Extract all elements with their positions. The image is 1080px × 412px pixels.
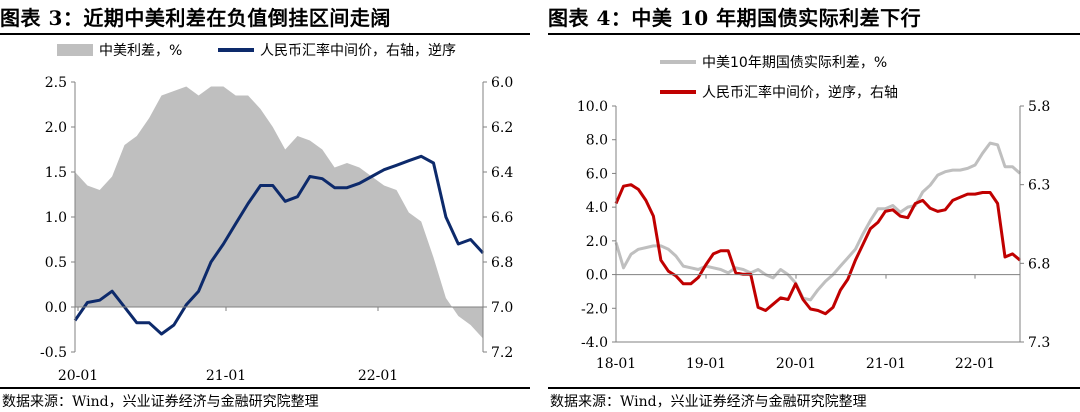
legend-label: 中美10年期国债实际利差，% (702, 55, 887, 71)
x-tick-label: 19-01 (686, 356, 726, 372)
legend-label: 人民币汇率中间价，逆序，右轴 (702, 84, 898, 101)
right-tick-label: 6.3 (1028, 178, 1050, 194)
chart-source: 数据来源：Wind，兴业证券经济与金融研究院整理 (550, 394, 867, 410)
x-tick-label: 22-01 (955, 356, 995, 372)
chart-left-svg: 2.5 2.0 1.5 1.0 0.5 0.0 -0.5 6.0 6.2 6.4 6.6 6.8 7.0… (40, 42, 513, 384)
legend-label: 中美利差，% (99, 43, 182, 59)
left-tick-label: 0.0 (586, 268, 608, 284)
left-tick-label: 8.0 (586, 133, 608, 149)
title-rule (548, 33, 1080, 35)
series-1-area (75, 86, 483, 339)
legend-label: 人民币汇率中间价，右轴，逆序 (260, 42, 456, 59)
right-tick-label: 6.2 (491, 120, 513, 136)
right-tick-label: 5.8 (1028, 99, 1050, 115)
left-tick-label: 2.5 (45, 75, 67, 91)
x-tick-label: 21-01 (206, 368, 246, 384)
chart-source: 数据来源：Wind，兴业证券经济与金融研究院整理 (2, 394, 319, 410)
left-tick-label: 1.0 (45, 210, 67, 226)
x-tick-label: 18-01 (596, 356, 636, 372)
chart-title: 图表 3：近期中美利差在负值倒挂区间走阔 (0, 6, 391, 30)
left-tick-label: 0.0 (45, 300, 67, 316)
left-tick-label: -4.0 (581, 335, 608, 351)
series-2-line (73, 154, 485, 336)
left-tick-label: 2.0 (586, 234, 608, 250)
left-tick-label: 0.5 (45, 255, 67, 271)
legend-swatch (57, 44, 93, 56)
x-tick-label: 20-01 (776, 356, 816, 372)
left-tick-label: 2.0 (45, 120, 67, 136)
chart-title: 图表 4：中美 10 年期国债实际利差下行 (548, 6, 922, 30)
left-tick-label: 6.0 (586, 166, 608, 182)
source-rule (548, 387, 1080, 389)
x-tick-label: 20-01 (58, 368, 98, 384)
left-tick-label: -2.0 (581, 301, 608, 317)
right-tick-label: 6.6 (491, 210, 513, 226)
chart-panel-left: 图表 3：近期中美利差在负值倒挂区间走阔 2.5 2.0 1.5 1.0 0.5 0.0 -… (0, 0, 530, 412)
series-2-line (614, 183, 1021, 316)
left-tick-label: -0.5 (40, 345, 67, 361)
left-tick-label: 10.0 (577, 99, 608, 115)
chart-panel-right: 图表 4：中美 10 年期国债实际利差下行 10.0 8.0 6.0 4.0 2.0 0.… (548, 0, 1080, 412)
right-tick-label: 7.0 (491, 300, 513, 316)
chart-right-svg: 10.0 8.0 6.0 4.0 2.0 0.0 -2.0 -4.0 5.8 6.3 6.8 7.3 1… (577, 55, 1050, 372)
title-rule (0, 33, 530, 35)
x-tick-label: 21-01 (866, 356, 906, 372)
series-1-line (614, 141, 1021, 302)
x-tick-label: 22-01 (358, 368, 398, 384)
right-tick-label: 7.2 (491, 345, 513, 361)
right-tick-label: 6.4 (491, 165, 513, 181)
left-tick-label: 4.0 (586, 200, 608, 216)
right-tick-label: 6.0 (491, 75, 513, 91)
source-rule (0, 387, 530, 389)
right-tick-label: 7.3 (1028, 335, 1050, 351)
left-tick-label: 1.5 (45, 165, 67, 181)
right-tick-label: 6.8 (1028, 256, 1050, 272)
right-tick-label: 6.8 (491, 255, 513, 271)
